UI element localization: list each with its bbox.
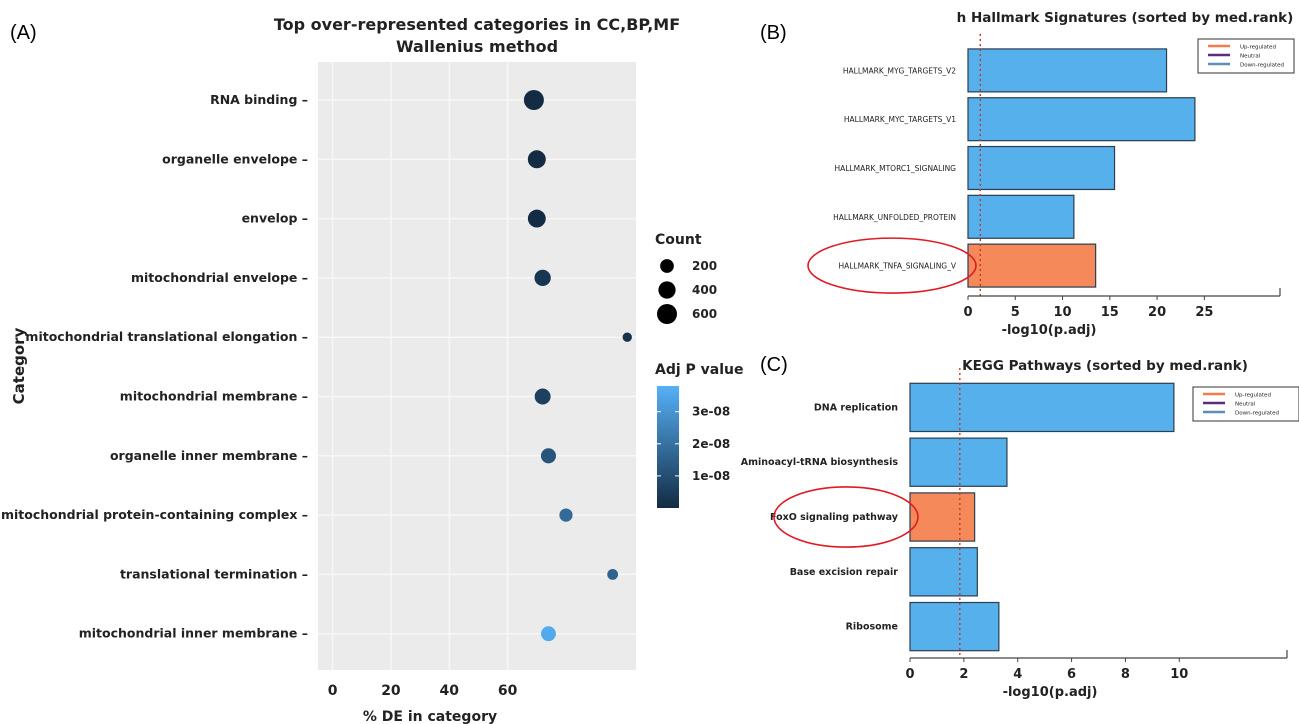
color-legend-label: 1e-08 [692,469,730,483]
legend-label: Neutral [1240,54,1261,60]
x-tick-label: 5 [1011,305,1020,320]
y-tick-label: HALLMARK_MTORC1_SIGNALING [835,164,957,173]
size-legend-title: Count [655,232,702,248]
y-tick-label: translational termination – [120,566,308,581]
x-tick-label: 40 [440,683,460,699]
y-tick-label: HALLMARK_UNFOLDED_PROTEIN [833,213,956,222]
chart-title: h Hallmark Signatures (sorted by med.ran… [957,10,1294,26]
y-tick-label: HALLMARK_MYC_TARGETS_V1 [844,115,956,124]
x-tick-label: 8 [1121,667,1130,682]
bar [967,48,1168,93]
panel-label-c: (C) [760,354,788,376]
y-tick-label: DNA replication [814,402,898,413]
y-tick-label: organelle envelope – [162,151,308,166]
panel-label-b: (B) [760,22,787,44]
bar [909,601,1000,652]
legend-label: Down-regulated [1240,63,1284,69]
color-legend-label: 3e-08 [692,405,730,419]
y-tick-label: mitochondrial inner membrane – [79,626,308,641]
y-tick-label: Aminoacyl-tRNA biosynthesis [741,457,899,468]
dot-plot-panel: Top over-represented categories in CC,BP… [1,15,744,724]
x-tick-label: 10 [1170,667,1188,682]
y-tick-label: mitochondrial translational elongation – [25,329,308,344]
y-tick-label: mitochondrial membrane – [120,389,308,404]
bar [909,382,1175,433]
chart-title: Top over-represented categories in CC,BP… [274,15,680,34]
size-legend-swatch [660,259,674,273]
y-tick-label: HALLMARK_TNFA_SIGNALING_V [838,262,956,271]
legend-label: Neutral [1235,402,1256,408]
data-point [540,448,557,464]
size-legend-swatch [658,281,676,299]
x-tick-label: 20 [381,683,401,699]
chart-title: KEGG Pathways (sorted by med.rank) [962,358,1248,374]
data-point [541,626,556,642]
color-legend-bar [657,386,679,508]
data-point [527,209,546,228]
color-legend-label: 2e-08 [692,437,730,451]
data-point [534,388,551,405]
x-tick-label: 2 [959,667,968,682]
x-tick-label: 6 [1067,667,1076,682]
size-legend-swatch [657,304,677,324]
x-axis-label: % DE in category [363,709,497,724]
x-tick-label: 10 [1053,305,1071,320]
data-point [559,508,573,522]
size-legend-label: 200 [692,259,717,273]
data-point [527,150,546,169]
y-tick-label: mitochondrial envelope – [131,270,308,285]
x-tick-label: 25 [1195,305,1213,320]
x-tick-label: 0 [963,305,972,320]
bar [967,145,1116,191]
chart-subtitle: Wallenius method [396,37,558,56]
y-axis-label: Category [10,327,28,404]
data-point [622,332,632,342]
y-tick-label: FoxO signaling pathway [770,512,899,523]
bar [967,194,1075,239]
x-tick-label: 4 [1013,667,1022,682]
legend-label: Up-regulated [1240,45,1276,51]
data-point [523,90,544,110]
legend-label: Down-regulated [1235,411,1279,417]
size-legend-label: 400 [692,283,717,297]
hallmark-bar-panel: h Hallmark Signatures (sorted by med.ran… [807,10,1295,338]
x-tick-label: 15 [1101,305,1119,320]
x-tick-label: 0 [328,683,338,699]
bar [909,492,976,542]
y-tick-label: Base excision repair [790,567,899,578]
data-point [534,269,551,287]
panel-label-a: (A) [10,22,37,44]
y-tick-label: RNA binding – [210,92,308,107]
x-tick-label: 0 [905,667,914,682]
size-legend-label: 600 [692,307,717,321]
bar [967,243,1097,288]
legend-label: Up-regulated [1235,393,1271,399]
x-tick-label: 20 [1148,305,1166,320]
x-tick-label: 60 [498,683,518,699]
color-legend-title: Adj P value [655,362,744,378]
y-tick-label: mitochondrial protein-containing complex… [1,507,308,522]
plot-panel-background [318,62,636,670]
legend-box [1197,38,1295,74]
highlight-ellipse [773,486,919,548]
y-tick-label: HALLMARK_MYG_TARGETS_V2 [843,66,956,75]
y-tick-label: Ribosome [846,622,898,633]
highlight-ellipse [807,237,977,294]
bar [967,97,1196,142]
y-tick-label: envelop – [242,211,308,226]
x-axis-label: -log10(p.adj) [1002,323,1097,338]
kegg-bar-panel: KEGG Pathways (sorted by med.rank) DNA re… [741,358,1299,700]
data-point [607,568,619,580]
y-tick-label: organelle inner membrane – [110,448,308,463]
x-axis-label: -log10(p.adj) [1003,685,1098,700]
bar [909,437,1008,487]
bar [909,547,978,597]
